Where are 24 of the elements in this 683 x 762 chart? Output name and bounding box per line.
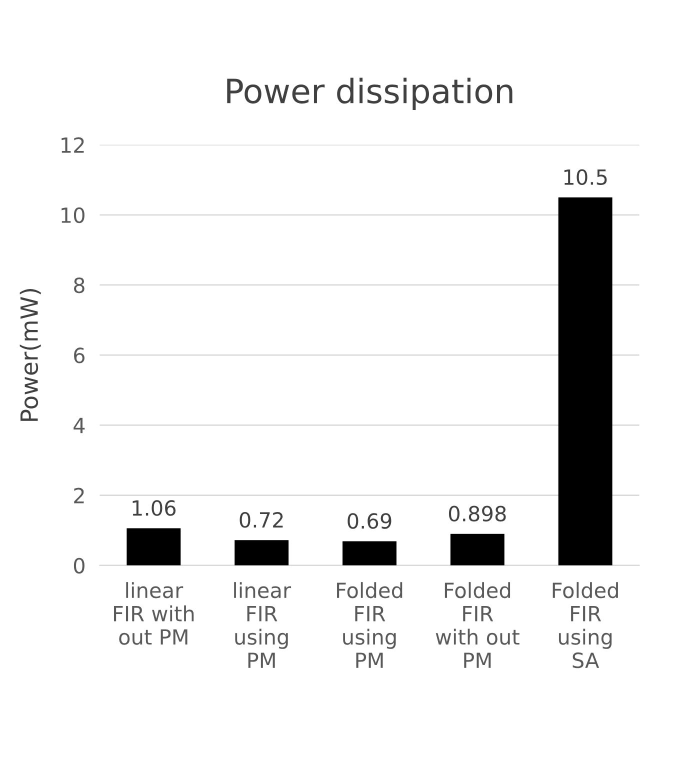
y-tick-label: 12 [62, 137, 84, 153]
data-label: 1.06 [132, 500, 176, 516]
bar [450, 534, 504, 566]
y-axis-title: Power(mW) [20, 289, 41, 421]
data-label: 0.898 [448, 506, 506, 522]
bar [234, 540, 289, 566]
bar [126, 528, 181, 566]
data-label: 0.72 [240, 512, 283, 528]
y-tick-label: 2 [74, 488, 84, 504]
y-tick-label: 4 [74, 418, 85, 434]
y-tick-label: 8 [74, 277, 84, 294]
chart-title: Power dissipation [227, 78, 512, 110]
data-label: 10.5 [564, 169, 607, 185]
y-tick-label: 0 [74, 558, 84, 574]
y-tick-label: 10 [62, 207, 84, 224]
x-tick-label: linear FIR using PM [234, 582, 292, 668]
x-tick-label: linear FIR with out PM [114, 582, 194, 645]
x-tick-label: Folded FIR using SA [552, 582, 618, 668]
data-label: 0.69 [348, 513, 392, 529]
x-tick-label: Folded FIR with out PM [436, 582, 520, 668]
bar [342, 541, 396, 566]
y-tick-label: 6 [74, 348, 85, 364]
bar [558, 197, 612, 566]
x-tick-label: Folded FIR using PM [337, 582, 402, 668]
